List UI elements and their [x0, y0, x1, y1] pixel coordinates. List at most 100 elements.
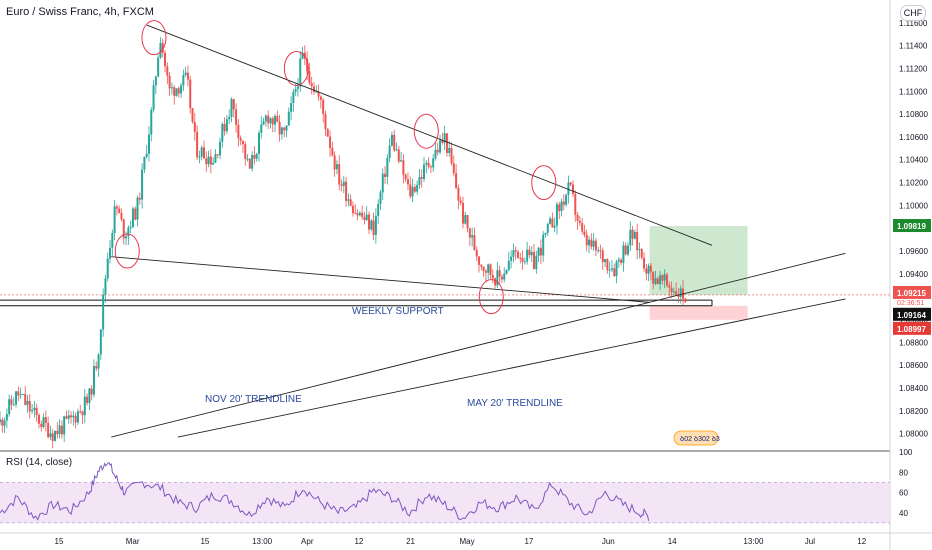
rsi-tick-label: 40 [899, 509, 908, 518]
candle-body [189, 79, 192, 109]
candle-body [225, 119, 228, 132]
time-tick-label: 12 [354, 537, 363, 546]
candle-body [558, 204, 561, 212]
candle-body [159, 43, 162, 58]
time-tick-label: Mar [126, 537, 140, 546]
candle-body [627, 245, 630, 255]
candle-body [652, 271, 655, 284]
candle-body [507, 260, 510, 271]
candle-body [425, 162, 428, 165]
candle-body [475, 250, 478, 257]
candle-body [659, 275, 662, 285]
take-profit-tag-bg [893, 219, 931, 233]
swing-marker-circle [478, 279, 504, 315]
candle-body [237, 124, 240, 138]
candle-body [381, 173, 384, 193]
candle-body [450, 147, 453, 164]
candle-body [81, 411, 84, 416]
candle-body [549, 218, 552, 224]
candle-body [565, 194, 568, 205]
candle-body [413, 186, 416, 192]
candle-body [647, 265, 650, 274]
candle-body [427, 162, 430, 167]
candle-body [675, 291, 678, 296]
candle-body [608, 269, 611, 271]
candle-body [436, 149, 439, 153]
candle-body [351, 205, 354, 214]
candle-body [471, 235, 474, 238]
candle-body [546, 223, 549, 233]
candle-body [613, 268, 616, 277]
candle-body [294, 88, 297, 92]
candle-body [562, 201, 565, 205]
candle-body [1, 419, 4, 426]
candle-body [585, 234, 588, 246]
candle-body [106, 258, 109, 279]
rsi-tick-label: 100 [899, 448, 913, 457]
candle-body [290, 103, 293, 112]
candle-body [175, 88, 178, 96]
candle-body [168, 75, 171, 89]
candle-body [37, 414, 40, 424]
current-price-tag: 1.09215 [897, 289, 926, 298]
candle-body [141, 169, 144, 200]
countdown-label: 02:36:51 [897, 300, 924, 307]
candle-body [466, 215, 469, 229]
candle-body [665, 274, 668, 286]
candle-body [411, 186, 414, 197]
candle-body [12, 404, 15, 406]
rsi-tick-label: 60 [899, 489, 908, 498]
candle-body [395, 149, 398, 151]
candle-body [539, 247, 542, 256]
candle-body [606, 259, 609, 271]
candle-body [287, 111, 290, 126]
candle-body [317, 91, 320, 97]
candle-body [111, 232, 114, 248]
candle-body [464, 215, 467, 224]
candle-body [324, 114, 327, 129]
candle-body [54, 430, 57, 441]
candle-body [115, 206, 118, 209]
candle-body [489, 264, 492, 275]
price-tick-label: 1.10600 [899, 133, 928, 142]
candle-body [202, 147, 205, 159]
candle-body [345, 181, 348, 201]
candle-body [432, 158, 435, 168]
candle-body [65, 416, 68, 419]
candle-body [633, 231, 636, 239]
swing-marker-circle [531, 165, 557, 201]
candle-body [480, 264, 483, 267]
candle-body [269, 118, 272, 124]
candle-body [221, 123, 224, 142]
time-tick-label: 14 [668, 537, 677, 546]
candle-body [338, 164, 341, 185]
current-price-tag-bg [893, 285, 931, 299]
candle-body [74, 415, 77, 423]
candle-body [207, 156, 210, 165]
candle-body [166, 66, 169, 76]
candle-body [40, 423, 43, 428]
price-tick-label: 1.11400 [899, 42, 928, 51]
candle-body [134, 208, 137, 220]
candle-body [372, 220, 375, 235]
candle-body [510, 256, 513, 261]
candle-body [299, 58, 302, 87]
swing-marker-circle [114, 233, 140, 269]
candle-body [629, 229, 632, 246]
events-badge-label: ꝺ02 ꝺ302 ꝺ3 [680, 435, 720, 443]
candle-body [63, 416, 66, 435]
candle-body [418, 176, 421, 185]
price-tick-label: 1.11600 [899, 19, 928, 28]
candle-body [668, 285, 671, 288]
currency-badge[interactable]: CHF [900, 5, 926, 21]
candle-body [356, 213, 359, 216]
candle-body [131, 208, 134, 227]
candle-body [260, 124, 263, 133]
candle-body [21, 394, 24, 396]
time-tick-label: 15 [55, 537, 64, 546]
price-tick-label: 1.08800 [899, 338, 928, 347]
candle-body [544, 232, 547, 235]
candle-body [283, 127, 286, 131]
time-tick-label: 13:00 [743, 537, 764, 546]
